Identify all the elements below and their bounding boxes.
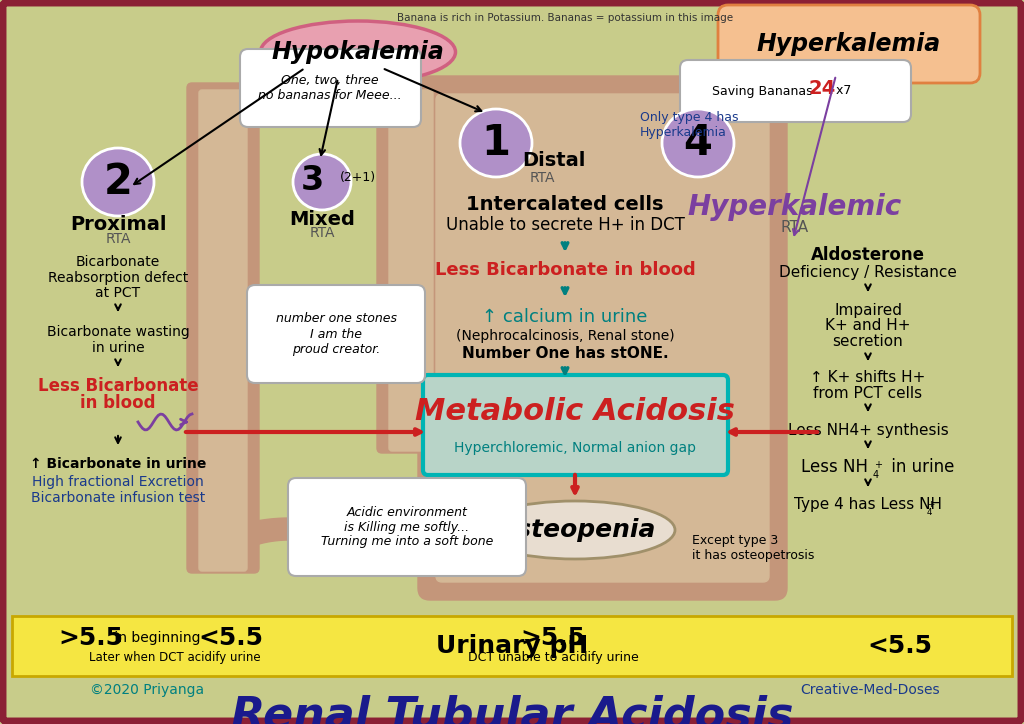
Text: ↑ calcium in urine: ↑ calcium in urine [482,308,648,326]
Text: Later when DCT acidify urine: Later when DCT acidify urine [89,652,261,665]
Text: >5.5: >5.5 [58,626,123,650]
FancyBboxPatch shape [12,616,1012,676]
Text: Hypokalemia: Hypokalemia [271,40,444,64]
Text: $_4^+$: $_4^+$ [872,460,883,481]
Text: K+ and H+: K+ and H+ [825,319,910,334]
Text: Reabsorption defect: Reabsorption defect [48,271,188,285]
Text: (Nephrocalcinosis, Renal stone): (Nephrocalcinosis, Renal stone) [456,329,675,343]
Text: Bicarbonate wasting: Bicarbonate wasting [47,325,189,339]
Text: RTA: RTA [781,221,809,235]
Text: Renal Tubular Acidosis: Renal Tubular Acidosis [230,694,794,724]
Text: in blood: in blood [80,394,156,412]
Text: RTA: RTA [105,232,131,246]
Text: in urine: in urine [92,341,144,355]
Text: Urinary pH: Urinary pH [436,634,588,658]
Text: 24: 24 [808,78,836,98]
Text: Bicarbonate: Bicarbonate [76,255,160,269]
Text: Aldosterone: Aldosterone [811,246,925,264]
Text: ↑ K+ shifts H+: ↑ K+ shifts H+ [810,371,926,385]
Text: Except type 3
it has osteopetrosis: Except type 3 it has osteopetrosis [692,534,814,562]
Text: Hyperkalemia: Hyperkalemia [757,32,941,56]
FancyBboxPatch shape [377,83,445,453]
Text: x7: x7 [831,85,851,98]
Ellipse shape [460,109,532,177]
FancyBboxPatch shape [3,3,1021,721]
Text: from PCT cells: from PCT cells [813,387,923,402]
Text: number one stones
I am the
proud creator.: number one stones I am the proud creator… [275,313,396,355]
FancyBboxPatch shape [423,375,728,475]
Text: Distal: Distal [522,151,586,169]
Text: Metabolic Acidosis: Metabolic Acidosis [415,397,735,426]
Text: $_4^+$: $_4^+$ [926,500,936,518]
Text: Unable to secrete H+ in DCT: Unable to secrete H+ in DCT [445,216,684,234]
Text: Proximal: Proximal [70,215,166,234]
FancyBboxPatch shape [718,5,980,83]
FancyBboxPatch shape [199,90,247,571]
Ellipse shape [82,148,154,216]
FancyBboxPatch shape [436,94,769,582]
Text: secretion: secretion [833,334,903,350]
Text: Type 4 has Less NH: Type 4 has Less NH [794,497,942,513]
Text: DCT unable to acidify urine: DCT unable to acidify urine [468,652,638,665]
Ellipse shape [260,21,456,83]
Polygon shape [193,518,388,568]
Text: RTA: RTA [530,171,555,185]
Text: ©2020 Priyanga: ©2020 Priyanga [90,683,204,697]
Text: <5.5: <5.5 [198,626,263,650]
Ellipse shape [475,501,675,559]
Text: RTA: RTA [309,226,335,240]
Ellipse shape [293,154,351,210]
Text: Hyperchloremic, Normal anion gap: Hyperchloremic, Normal anion gap [454,441,696,455]
Text: >5.5: >5.5 [520,626,586,650]
Text: Osteopenia: Osteopenia [495,518,655,542]
Text: Only type 4 has
Hyperkalemia: Only type 4 has Hyperkalemia [640,111,738,139]
FancyBboxPatch shape [288,478,526,576]
Text: in urine: in urine [886,458,954,476]
Text: (2+1): (2+1) [340,172,376,185]
Text: Saving Bananas: Saving Bananas [712,85,820,98]
Text: Less Bicarbonate in blood: Less Bicarbonate in blood [434,261,695,279]
Text: Banana is rich in Potassium. Bananas = potassium in this image: Banana is rich in Potassium. Bananas = p… [397,13,733,23]
Text: 3: 3 [300,164,324,196]
Text: Deficiency / Resistance: Deficiency / Resistance [779,264,957,279]
FancyBboxPatch shape [240,49,421,127]
FancyBboxPatch shape [187,83,259,573]
Text: 4: 4 [684,122,713,164]
FancyBboxPatch shape [680,60,911,122]
Text: Hyperkalemic: Hyperkalemic [688,193,902,221]
Text: Number One has stONE.: Number One has stONE. [462,345,669,361]
Text: Less NH4+ synthesis: Less NH4+ synthesis [787,423,948,437]
Text: Impaired: Impaired [834,303,902,318]
Text: 1ntercalated cells: 1ntercalated cells [466,195,664,214]
FancyBboxPatch shape [247,285,425,383]
Text: Mixed: Mixed [289,210,355,229]
Text: One, two, three
no bananas for Meee...: One, two, three no bananas for Meee... [258,74,401,102]
Text: at PCT: at PCT [95,286,140,300]
Text: 1: 1 [481,122,511,164]
Text: High fractional Excretion: High fractional Excretion [32,475,204,489]
Text: 2: 2 [103,161,132,203]
Text: Creative-Med-Doses: Creative-Med-Doses [800,683,940,697]
Text: Acidic environment
is Killing me softly...
Turning me into a soft bone: Acidic environment is Killing me softly.… [321,505,494,549]
Ellipse shape [662,109,734,177]
Text: Less Bicarbonate: Less Bicarbonate [38,377,199,395]
Text: Less NH: Less NH [801,458,868,476]
Text: ↑ Bicarbonate in urine: ↑ Bicarbonate in urine [30,457,206,471]
FancyBboxPatch shape [418,76,787,600]
Text: <5.5: <5.5 [867,634,933,658]
Text: Bicarbonate infusion test: Bicarbonate infusion test [31,491,205,505]
Text: in beginning: in beginning [110,631,205,645]
FancyBboxPatch shape [389,90,433,451]
